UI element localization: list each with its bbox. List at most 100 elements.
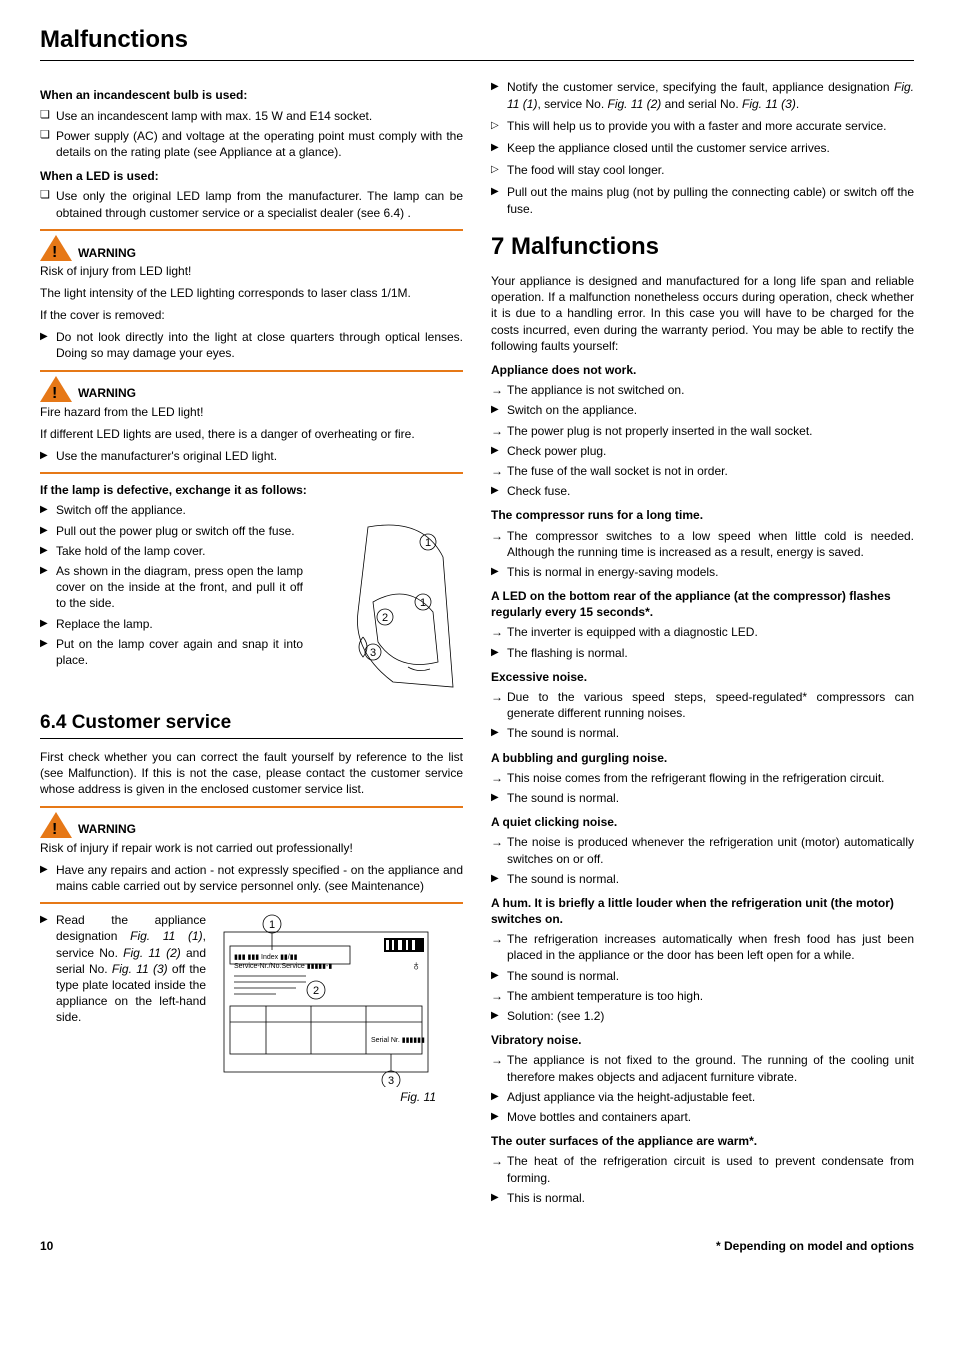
list-item: Pull out the power plug or switch off th… — [40, 523, 303, 539]
list: Notify the customer service, specifying … — [491, 79, 914, 111]
warning-label: WARNING — [78, 245, 136, 261]
list-item: Check fuse. — [491, 483, 914, 499]
fault-row: This is normal. — [491, 1190, 914, 1206]
list-item: The food will stay cool longer. — [491, 162, 914, 178]
list-item: Move bottles and containers apart. — [491, 1109, 914, 1125]
fault-row: The ambient temperature is too high. — [491, 988, 914, 1004]
left-column: When an incandescent bulb is used: Use a… — [40, 79, 463, 1210]
service-intro: First check whether you can correct the … — [40, 749, 463, 798]
list-item: The sound is normal. — [491, 871, 914, 887]
list-item: Due to the various speed steps, speed-re… — [491, 689, 914, 721]
fault-heading: A quiet clicking noise. — [491, 814, 914, 830]
fault-heading: Vibratory noise. — [491, 1032, 914, 1048]
fault-row: The sound is normal. — [491, 871, 914, 887]
fault-row: The compressor switches to a low speed w… — [491, 528, 914, 560]
list-item: The appliance is not fixed to the ground… — [491, 1052, 914, 1084]
svg-text:3: 3 — [388, 1075, 394, 1087]
fault-row: The noise is produced whenever the refri… — [491, 834, 914, 866]
svg-text:3: 3 — [370, 647, 376, 659]
fault-row: The heat of the refrigeration circuit is… — [491, 1153, 914, 1185]
list-item: The ambient temperature is too high. — [491, 988, 914, 1004]
list-item: The appliance is not switched on. — [491, 382, 914, 398]
list-item: Do not look directly into the light at c… — [40, 329, 463, 361]
list: Keep the appliance closed until the cust… — [491, 140, 914, 156]
incandescent-heading: When an incandescent bulb is used: — [40, 87, 463, 103]
svg-text:1: 1 — [420, 597, 426, 609]
warning-rule — [40, 902, 463, 904]
svg-text:1: 1 — [269, 919, 275, 931]
fig-ref: Fig. 11 (3) — [112, 962, 168, 976]
footer-note: * Depending on model and options — [716, 1238, 914, 1254]
fault-row: Check power plug. — [491, 443, 914, 459]
service-read-text: Read the appliance designation Fig. 11 (… — [56, 912, 206, 1025]
list-item: Use the manufacturer's original LED ligh… — [40, 448, 463, 464]
led-list: Use only the original LED lamp from the … — [40, 188, 463, 220]
list-item: The fuse of the wall socket is not in or… — [491, 463, 914, 479]
list-item: Take hold of the lamp cover. — [40, 543, 303, 559]
fault-heading: A LED on the bottom rear of the applianc… — [491, 588, 914, 620]
list-item: Switch on the appliance. — [491, 402, 914, 418]
fault-row: This noise comes from the refrigerant fl… — [491, 770, 914, 786]
service-block: Read the appliance designation Fig. 11 (… — [40, 912, 463, 1109]
warning-rule — [40, 229, 463, 231]
list-item: This is normal in energy-saving models. — [491, 564, 914, 580]
fault-heading: A bubbling and gurgling noise. — [491, 750, 914, 766]
page-title: Malfunctions — [40, 24, 914, 56]
fault-row: The sound is normal. — [491, 968, 914, 984]
list-item: The noise is produced whenever the refri… — [491, 834, 914, 866]
list-item: The compressor switches to a low speed w… — [491, 528, 914, 560]
section-title: 6.4 Customer service — [40, 710, 463, 736]
led-heading: When a LED is used: — [40, 168, 463, 184]
lamp-heading: If the lamp is defective, exchange it as… — [40, 482, 463, 498]
fault-row: Adjust appliance via the height-adjustab… — [491, 1089, 914, 1105]
list-item: This will help us to provide you with a … — [491, 118, 914, 134]
title-rule — [40, 60, 914, 61]
list-item: Adjust appliance via the height-adjustab… — [491, 1089, 914, 1105]
faults-container: Appliance does not work. The appliance is… — [491, 362, 914, 1206]
list-item: Have any repairs and action - not expres… — [40, 862, 463, 894]
warning-header: WARNING — [40, 812, 463, 838]
fault-heading: A hum. It is briefly a little louder whe… — [491, 895, 914, 927]
list-item: This is normal. — [491, 1190, 914, 1206]
list-item: Check power plug. — [491, 443, 914, 459]
section-rule — [40, 738, 463, 739]
fault-row: The appliance is not switched on. — [491, 382, 914, 398]
fault-row: The fuse of the wall socket is not in or… — [491, 463, 914, 479]
fault-row: The flashing is normal. — [491, 645, 914, 661]
warning-icon — [40, 235, 72, 261]
list: Pull out the mains plug (not by pulling … — [491, 184, 914, 216]
list-item: Replace the lamp. — [40, 616, 303, 632]
page-footer: 10 * Depending on model and options — [40, 1238, 914, 1254]
fault-row: The power plug is not properly inserted … — [491, 423, 914, 439]
lamp-block: Switch off the appliance. Pull out the p… — [40, 502, 463, 692]
list-item: The heat of the refrigeration circuit is… — [491, 1153, 914, 1185]
list-item: The flashing is normal. — [491, 645, 914, 661]
fault-row: The refrigeration increases automaticall… — [491, 931, 914, 963]
list-item: Pull out the mains plug (not by pulling … — [491, 184, 914, 216]
list-item: The sound is normal. — [491, 968, 914, 984]
warning-text: If the cover is removed: — [40, 307, 463, 323]
lamp-diagram: 1 2 3 1 — [313, 502, 463, 692]
lamp-steps: Switch off the appliance. Pull out the p… — [40, 502, 303, 668]
svg-text:Service-Nr./No.Service ▮▮▮▮▮-▮: Service-Nr./No.Service ▮▮▮▮▮-▮ — [234, 963, 332, 970]
fault-row: Due to the various speed steps, speed-re… — [491, 689, 914, 721]
fault-row: Solution: (see 1.2) — [491, 1008, 914, 1024]
list-item: The inverter is equipped with a diagnost… — [491, 624, 914, 640]
warning-header: WARNING — [40, 376, 463, 402]
fault-heading: Appliance does not work. — [491, 362, 914, 378]
warning-rule — [40, 370, 463, 372]
list-item: Put on the lamp cover again and snap it … — [40, 636, 303, 668]
list-item: The sound is normal. — [491, 790, 914, 806]
svg-text:1: 1 — [425, 537, 431, 549]
list-item: As shown in the diagram, press open the … — [40, 563, 303, 612]
list-item: This noise comes from the refrigerant fl… — [491, 770, 914, 786]
fault-heading: Excessive noise. — [491, 669, 914, 685]
warning-text: Fire hazard from the LED light! — [40, 404, 463, 420]
figure-caption: Fig. 11 — [216, 1089, 436, 1105]
fig-ref: Fig. 11 (2) — [123, 946, 181, 960]
svg-text:Serial Nr. ▮▮▮▮▮▮: Serial Nr. ▮▮▮▮▮▮ — [371, 1037, 425, 1044]
list: The food will stay cool longer. — [491, 162, 914, 178]
two-column-layout: When an incandescent bulb is used: Use a… — [40, 79, 914, 1210]
warning-action-list: Use the manufacturer's original LED ligh… — [40, 448, 463, 464]
warning-text: Risk of injury if repair work is not car… — [40, 840, 463, 856]
